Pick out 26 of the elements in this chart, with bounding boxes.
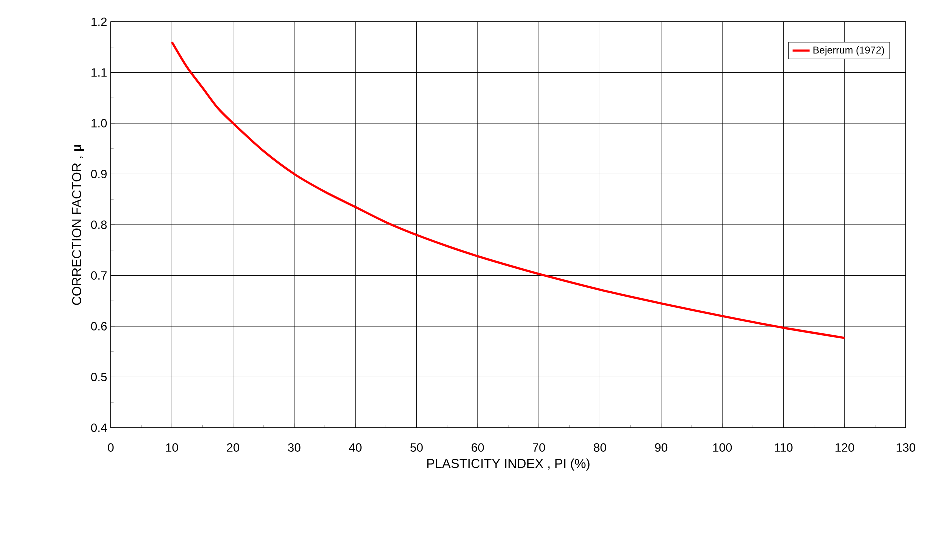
x-tick-label: 60 [472, 444, 484, 452]
x-tick-label: 80 [594, 444, 606, 452]
y-tick-label: 0.4 [91, 424, 108, 432]
x-tick-label: 110 [775, 444, 793, 452]
legend-label: Bejerrum (1972) [814, 46, 884, 56]
x-tick-label: 70 [533, 444, 546, 452]
x-tick-label: 130 [896, 444, 916, 452]
x-tick-label: 40 [349, 444, 362, 452]
x-tick-label: 50 [410, 444, 423, 452]
y-tick-label: 0.9 [91, 170, 107, 178]
x-tick-label: 0 [108, 444, 114, 452]
x-tick-label: 20 [227, 444, 240, 452]
y-tick-label: 0.8 [91, 220, 107, 230]
x-tick-label: 30 [288, 444, 301, 452]
x-tick-label: 10 [166, 444, 178, 452]
x-tick-label: 120 [836, 444, 854, 452]
y-tick-label: 0.7 [91, 272, 107, 280]
y-tick-label: 0.5 [91, 373, 107, 382]
y-tick-label: 0.6 [91, 322, 107, 331]
y-tick-label: 1.0 [92, 119, 108, 128]
y-tick-label: 1.1 [92, 68, 107, 77]
x-tick-label: 90 [655, 444, 668, 452]
x-tick-label: 100 [713, 444, 732, 452]
y-axis-title: CORRECTION FACTOR , μ [72, 145, 84, 306]
x-axis-title: PLASTICITY INDEX , PI (%) [428, 458, 590, 471]
y-tick-label: 1.2 [92, 18, 107, 26]
